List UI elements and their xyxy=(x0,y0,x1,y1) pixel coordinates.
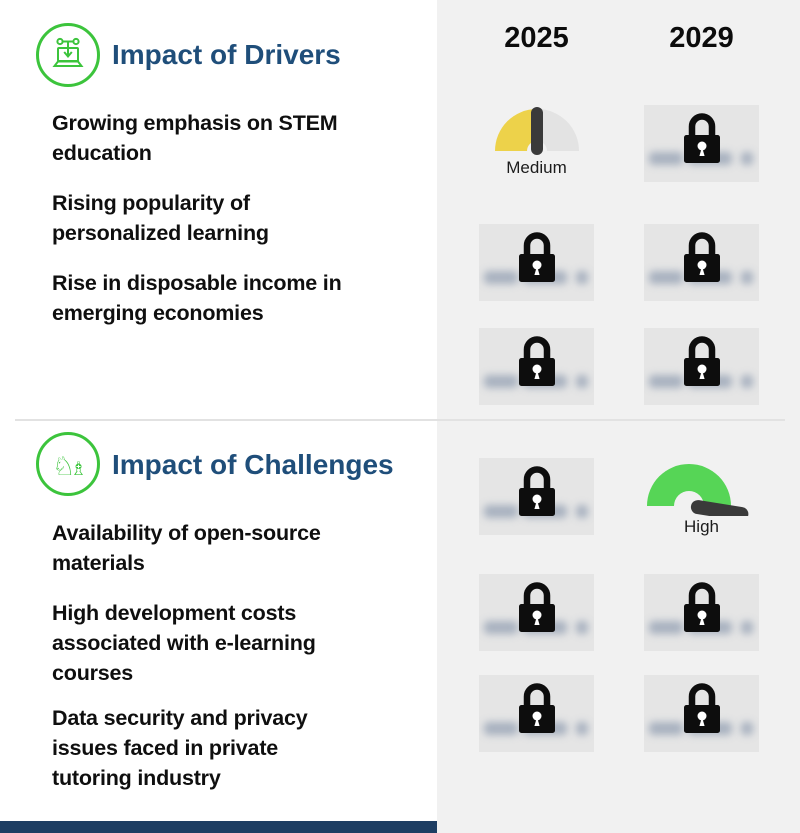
blurred-text xyxy=(576,722,588,735)
locked-value-cell[interactable] xyxy=(479,574,594,651)
blurred-text xyxy=(649,621,683,634)
impact-gauge-medium: Medium xyxy=(479,105,594,190)
gauge-level-label: High xyxy=(684,517,719,536)
lock-icon xyxy=(518,336,555,386)
lock-icon xyxy=(518,683,555,733)
section-title-drivers: Impact of Drivers xyxy=(112,39,341,70)
lock-icon xyxy=(683,683,720,733)
blurred-text xyxy=(741,375,753,388)
blurred-text xyxy=(741,152,753,165)
blurred-text xyxy=(484,271,518,284)
blurred-text xyxy=(741,722,753,735)
challenges-item-1: High development costs associated with e… xyxy=(52,601,316,685)
blurred-text xyxy=(576,505,588,518)
section-title-challenges: Impact of Challenges xyxy=(112,449,394,480)
blurred-text xyxy=(576,621,588,634)
section-icon-challenges: ♘ ♗ xyxy=(36,432,100,496)
section-icon-drivers xyxy=(36,23,100,87)
lock-icon xyxy=(518,466,555,516)
drivers-item-2: Rise in disposable income in emerging ec… xyxy=(52,271,342,325)
locked-value-cell[interactable] xyxy=(644,675,759,752)
locked-value-cell[interactable] xyxy=(644,328,759,405)
lock-icon xyxy=(683,113,720,163)
locked-value-cell[interactable] xyxy=(479,458,594,535)
lock-icon xyxy=(683,336,720,386)
footer-bar xyxy=(0,821,437,833)
blurred-text xyxy=(576,375,588,388)
drivers-item-1: Rising popularity of personalized learni… xyxy=(52,191,269,245)
svg-text:♗: ♗ xyxy=(70,458,87,480)
section-divider xyxy=(15,419,785,421)
locked-value-cell[interactable] xyxy=(479,224,594,301)
gauge-level-label: Medium xyxy=(506,158,567,177)
blurred-text xyxy=(484,722,518,735)
chess-pieces-icon: ♘♗ xyxy=(52,452,87,482)
locked-value-cell[interactable] xyxy=(644,105,759,182)
blurred-text xyxy=(741,271,753,284)
lock-icon xyxy=(518,582,555,632)
blurred-text xyxy=(649,152,683,165)
blurred-text xyxy=(484,505,518,518)
impact-gauge-high: High xyxy=(644,458,759,543)
locked-value-cell[interactable] xyxy=(644,224,759,301)
year-column-header-2025: 2025 xyxy=(504,22,569,54)
lock-icon xyxy=(683,232,720,282)
drivers-item-0: Growing emphasis on STEM education xyxy=(52,111,338,165)
challenges-item-2: Data security and privacy issues faced i… xyxy=(52,706,308,790)
lock-icon xyxy=(683,582,720,632)
gauge-dial-medium xyxy=(494,107,579,157)
challenges-item-0: Availability of open-source materials xyxy=(52,521,321,575)
blurred-text xyxy=(484,375,518,388)
locked-value-cell[interactable] xyxy=(644,574,759,651)
year-column-header-2029: 2029 xyxy=(669,22,734,54)
svg-text:♘: ♘ xyxy=(52,452,75,482)
lock-icon xyxy=(518,232,555,282)
locked-value-cell[interactable] xyxy=(479,675,594,752)
gauge-dial-high xyxy=(647,464,749,516)
blurred-text xyxy=(741,621,753,634)
blurred-text xyxy=(484,621,518,634)
blurred-text xyxy=(576,271,588,284)
blurred-text xyxy=(649,375,683,388)
locked-value-cell[interactable] xyxy=(479,328,594,405)
blurred-text xyxy=(649,271,683,284)
blurred-text xyxy=(649,722,683,735)
network-laptop-icon xyxy=(52,37,84,67)
